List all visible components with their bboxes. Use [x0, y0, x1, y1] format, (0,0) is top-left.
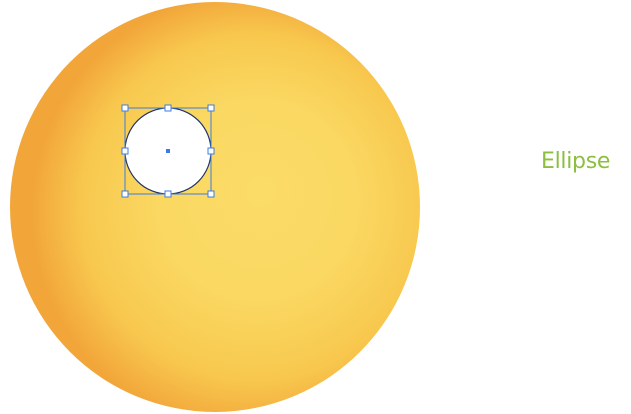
handle-middle-right[interactable]	[207, 147, 215, 155]
handle-middle-left[interactable]	[121, 147, 129, 155]
handle-top-right[interactable]	[207, 104, 215, 112]
tool-label: Ellipse	[541, 149, 611, 174]
handle-bottom-left[interactable]	[121, 190, 129, 198]
selected-ellipse[interactable]	[121, 104, 215, 198]
handle-bottom-center[interactable]	[164, 190, 172, 198]
center-point-marker[interactable]	[166, 149, 170, 153]
handle-bottom-right[interactable]	[207, 190, 215, 198]
sphere-shape[interactable]	[10, 2, 420, 412]
handle-top-center[interactable]	[164, 104, 172, 112]
handle-top-left[interactable]	[121, 104, 129, 112]
